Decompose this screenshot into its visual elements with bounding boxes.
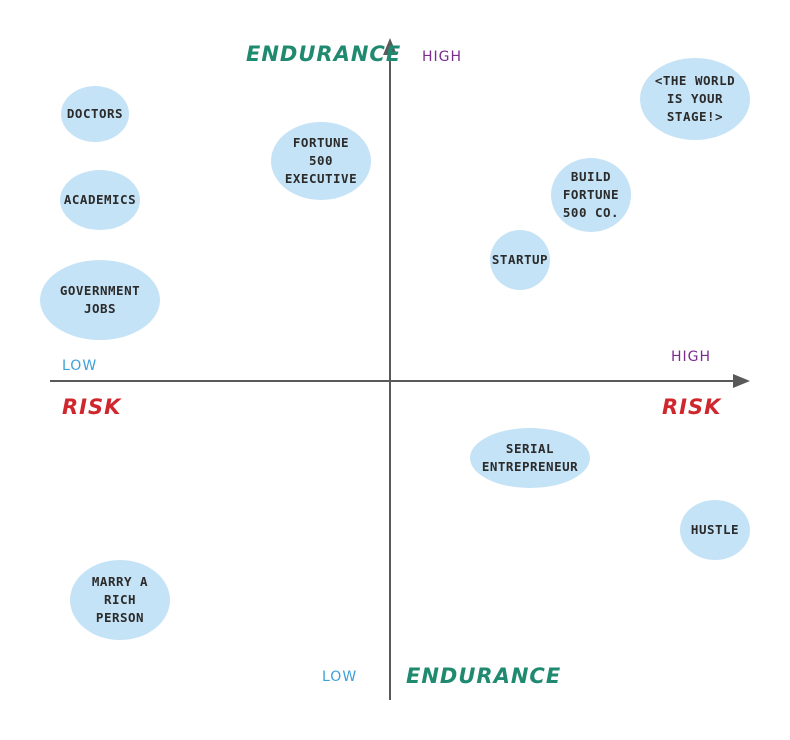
endurance-axis-title-top: ENDURANCE [246,42,402,66]
bubble-startup: STARTUP [490,230,550,290]
bubble-label: BUILD FORTUNE 500 CO. [562,169,620,220]
bubble-label: SERIAL ENTREPRENEUR [481,441,579,474]
risk-axis-title-left: RISK [62,395,122,419]
bubble-fortune-500-executive: FORTUNE 500 EXECUTIVE [271,122,371,200]
bubble-label: FORTUNE 500 EXECUTIVE [284,135,358,186]
risk-low-label: LOW [62,358,98,374]
endurance-axis-arrowhead [383,38,397,55]
bubble-hustle: HUSTLE [680,500,750,560]
endurance-high-label: HIGH [422,49,463,65]
risk-axis-arrowhead [733,374,750,388]
bubble-build-fortune-500-co: BUILD FORTUNE 500 CO. [551,158,631,232]
endurance-axis-title-bottom: ENDURANCE [406,664,562,688]
bubble-academics: ACADEMICS [60,170,140,230]
endurance-low-label: LOW [322,669,358,685]
bubble-serial-entrepreneur: SERIAL ENTREPRENEUR [470,428,590,488]
bubble-label: DOCTORS [66,106,124,121]
bubble-government-jobs: GOVERNMENT JOBS [40,260,160,340]
risk-high-label: HIGH [671,349,712,365]
bubble-label: STARTUP [491,252,549,267]
bubble-label: HUSTLE [690,522,740,537]
bubble-label: ACADEMICS [63,192,137,207]
bubble-label: <THE WORLD IS YOUR STAGE!> [654,73,736,124]
bubble-label: MARRY A RICH PERSON [91,574,149,625]
risk-axis-title-right: RISK [662,395,722,419]
bubble-doctors: DOCTORS [61,86,129,142]
bubble-label: GOVERNMENT JOBS [59,283,141,316]
bubble-the-world-is-your-stage: <THE WORLD IS YOUR STAGE!> [640,58,750,140]
bubble-marry-a-rich-person: MARRY A RICH PERSON [70,560,170,640]
